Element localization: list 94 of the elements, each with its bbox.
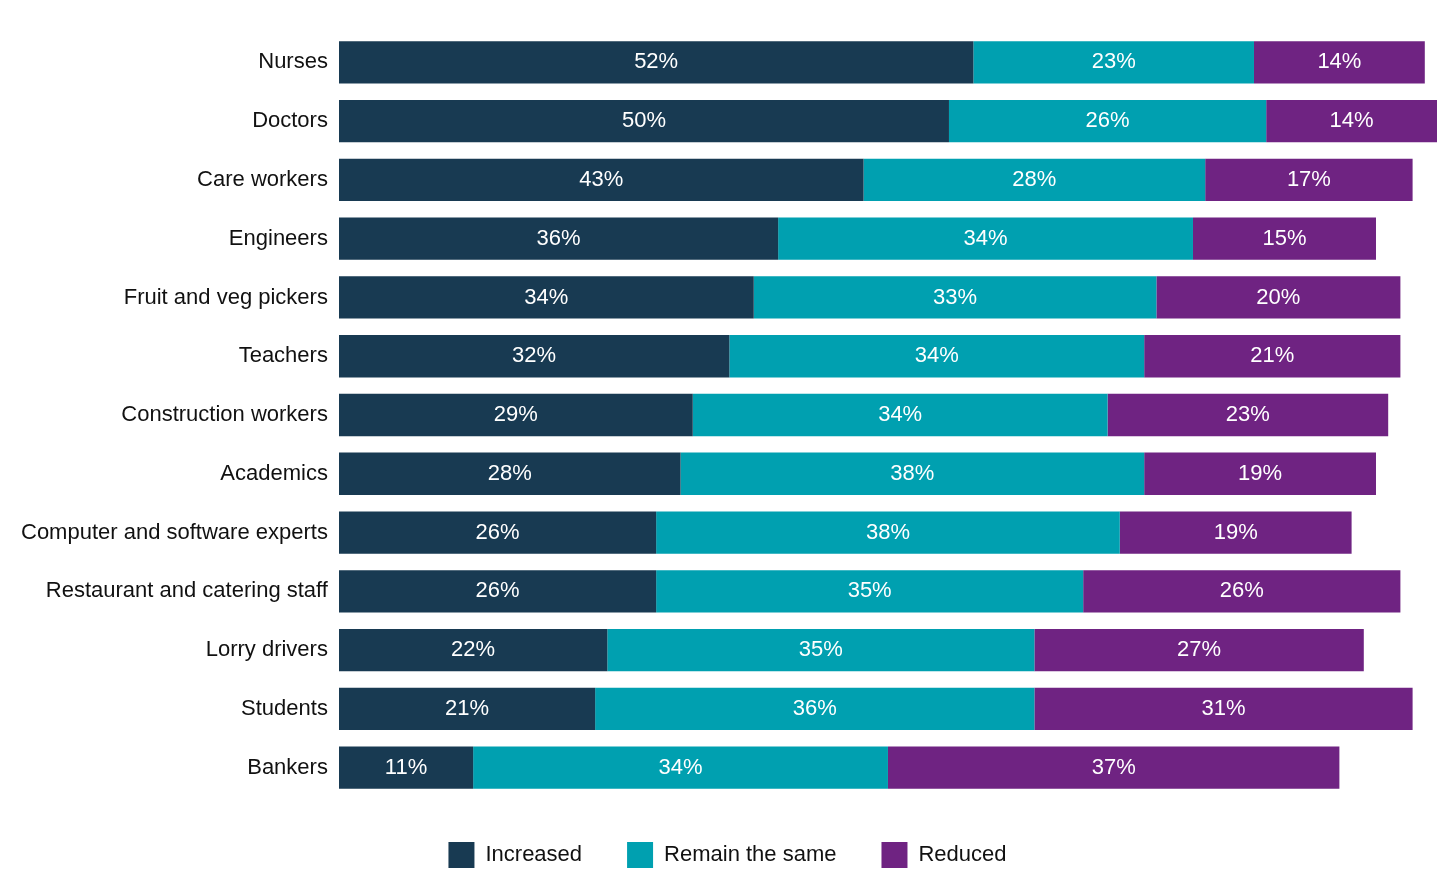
- data-label: 33%: [933, 283, 978, 309]
- bar: [778, 217, 1193, 260]
- bar: [1034, 687, 1413, 730]
- data-label: 28%: [1012, 165, 1057, 191]
- y-tick-label: Lorry drivers: [205, 636, 328, 662]
- data-label: 19%: [1213, 518, 1258, 544]
- bar: [1119, 511, 1352, 554]
- data-label: 28%: [487, 459, 532, 485]
- data-label: 38%: [890, 459, 935, 485]
- data-label: 34%: [878, 401, 923, 427]
- data-label: 26%: [1219, 577, 1264, 603]
- y-tick-label: Nurses: [258, 48, 328, 74]
- data-label: 50%: [621, 107, 666, 133]
- data-label: 27%: [1177, 636, 1222, 662]
- bar: [338, 41, 974, 84]
- data-label: 34%: [658, 753, 703, 779]
- data-label: 15%: [1262, 224, 1307, 250]
- bar: [338, 217, 779, 260]
- y-tick-label: Academics: [220, 459, 328, 485]
- bar: [338, 687, 596, 730]
- data-label: 32%: [512, 342, 557, 368]
- y-tick-label: Bankers: [247, 753, 328, 779]
- data-label: 34%: [524, 283, 569, 309]
- legend-label: Increased: [485, 841, 583, 867]
- bar: [338, 276, 754, 319]
- data-label: 31%: [1201, 694, 1246, 720]
- data-label: 20%: [1256, 283, 1301, 309]
- y-tick-label: Doctors: [252, 107, 328, 133]
- bar: [338, 746, 474, 789]
- bar: [338, 393, 693, 437]
- data-label: 29%: [493, 401, 538, 427]
- y-tick-label: Computer and software experts: [20, 518, 328, 544]
- data-label: 52%: [634, 48, 679, 74]
- data-label: 22%: [451, 636, 496, 662]
- legend-label: Reduced: [918, 841, 1007, 867]
- y-tick-label: Engineers: [228, 224, 328, 250]
- bar: [338, 452, 681, 495]
- data-label: 17%: [1286, 165, 1331, 191]
- bar: [338, 570, 657, 613]
- bar: [1144, 452, 1376, 495]
- bar: [1192, 217, 1376, 260]
- bar: [863, 158, 1206, 202]
- data-label: 19%: [1238, 459, 1283, 485]
- bar: [338, 628, 608, 672]
- bar: [338, 100, 949, 143]
- bar: [473, 746, 888, 789]
- data-label: 36%: [792, 694, 837, 720]
- bar: [1083, 570, 1401, 613]
- data-label: 34%: [914, 342, 959, 368]
- bar: [692, 393, 1108, 437]
- data-label: 37%: [1091, 753, 1136, 779]
- data-label: 21%: [445, 694, 490, 720]
- bar: [1253, 41, 1425, 84]
- bar: [973, 41, 1254, 84]
- bar: [1144, 335, 1401, 378]
- bar: [656, 511, 1120, 554]
- data-label: 14%: [1317, 48, 1362, 74]
- data-label: 23%: [1091, 48, 1136, 74]
- bar: [338, 158, 864, 202]
- bar: [729, 335, 1145, 378]
- bar: [1205, 158, 1413, 202]
- y-tick-label: Teachers: [238, 342, 328, 368]
- bar: [753, 276, 1157, 319]
- data-label: 36%: [536, 224, 581, 250]
- data-label: 26%: [1085, 107, 1130, 133]
- bar: [595, 687, 1035, 730]
- bar: [338, 335, 730, 378]
- bar: [887, 746, 1340, 789]
- bar: [948, 100, 1267, 143]
- data-label: 38%: [865, 518, 910, 544]
- data-label: 43%: [579, 165, 624, 191]
- bar: [680, 452, 1145, 495]
- data-label: 26%: [475, 518, 520, 544]
- data-label: 34%: [963, 224, 1008, 250]
- data-label: 11%: [384, 753, 428, 779]
- data-label: 14%: [1329, 107, 1374, 133]
- bar: [656, 570, 1084, 613]
- y-tick-label: Fruit and veg pickers: [123, 283, 328, 309]
- data-label: 35%: [847, 577, 892, 603]
- bar: [1156, 276, 1401, 319]
- bar: [1107, 393, 1389, 437]
- y-tick-label: Construction workers: [121, 401, 328, 427]
- bar: [1034, 628, 1364, 672]
- bar: [607, 628, 1035, 672]
- y-tick-label: Students: [241, 694, 328, 720]
- y-tick-label: Restaurant and catering staff: [45, 577, 329, 603]
- data-label: 23%: [1225, 401, 1270, 427]
- bar: [338, 511, 657, 554]
- data-label: 26%: [475, 577, 520, 603]
- legend-label: Remain the same: [664, 841, 837, 867]
- bar: [1266, 100, 1437, 143]
- data-label: 35%: [798, 636, 843, 662]
- data-label: 21%: [1250, 342, 1295, 368]
- y-tick-label: Care workers: [197, 165, 328, 191]
